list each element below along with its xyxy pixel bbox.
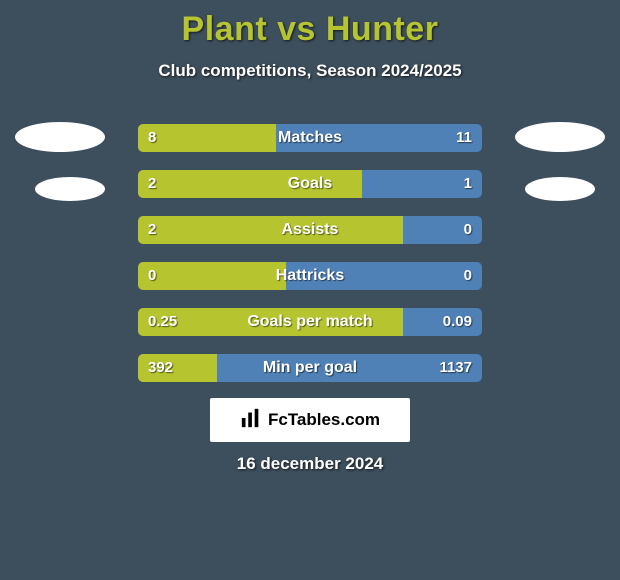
- branding-badge: FcTables.com: [210, 398, 410, 442]
- branding-text: FcTables.com: [268, 410, 380, 430]
- stat-label: Goals per match: [138, 308, 482, 336]
- stat-value-right: 1: [464, 170, 472, 198]
- comparison-infographic: Plant vs Hunter Club competitions, Seaso…: [0, 0, 620, 580]
- stat-row: Goals per match0.25 0.09: [138, 308, 482, 336]
- stat-value-right: 0: [464, 216, 472, 244]
- stat-value-left: 0: [148, 262, 156, 290]
- player-right-league-icon: [525, 177, 595, 201]
- chart-icon: [240, 407, 262, 434]
- stat-value-left: 0.25: [148, 308, 177, 336]
- player-left-avatar: [15, 122, 105, 152]
- stat-value-left: 392: [148, 354, 173, 382]
- player-left-league-icon: [35, 177, 105, 201]
- stat-row: Goals2 1: [138, 170, 482, 198]
- stat-label: Hattricks: [138, 262, 482, 290]
- stat-label: Min per goal: [138, 354, 482, 382]
- stat-row: Hattricks0 0: [138, 262, 482, 290]
- page-title: Plant vs Hunter: [0, 0, 620, 49]
- stat-row: Assists2 0: [138, 216, 482, 244]
- stat-label: Matches: [138, 124, 482, 152]
- player-right-avatar: [515, 122, 605, 152]
- stat-value-right: 1137: [439, 354, 472, 382]
- stat-row: Min per goal392 1137: [138, 354, 482, 382]
- stat-value-right: 11: [456, 124, 472, 152]
- stat-label: Assists: [138, 216, 482, 244]
- stat-value-right: 0.09: [443, 308, 472, 336]
- stat-value-left: 8: [148, 124, 156, 152]
- stat-value-left: 2: [148, 216, 156, 244]
- stat-bars: Matches811Goals21Assists20Hattricks00Goa…: [138, 124, 482, 400]
- stat-row: Matches8 11: [138, 124, 482, 152]
- stat-value-left: 2: [148, 170, 156, 198]
- stat-value-right: 0: [464, 262, 472, 290]
- stat-label: Goals: [138, 170, 482, 198]
- date-text: 16 december 2024: [0, 454, 620, 474]
- subtitle: Club competitions, Season 2024/2025: [0, 61, 620, 81]
